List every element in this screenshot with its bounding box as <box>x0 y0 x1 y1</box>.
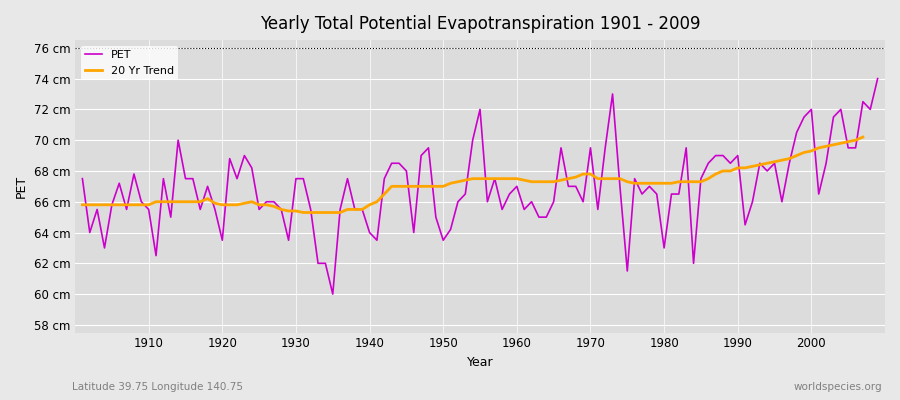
20 Yr Trend <box>814 146 824 150</box>
20 Yr Trend <box>77 202 88 207</box>
Legend: PET, 20 Yr Trend: PET, 20 Yr Trend <box>81 46 178 80</box>
PET <box>518 207 529 212</box>
20 Yr Trend <box>858 135 868 140</box>
Y-axis label: PET: PET <box>15 175 28 198</box>
20 Yr Trend <box>777 158 788 162</box>
Line: PET: PET <box>83 78 878 294</box>
PET <box>349 207 360 212</box>
Text: worldspecies.org: worldspecies.org <box>794 382 882 392</box>
PET <box>298 176 309 181</box>
Text: Latitude 39.75 Longitude 140.75: Latitude 39.75 Longitude 140.75 <box>72 382 243 392</box>
PET <box>872 76 883 81</box>
20 Yr Trend <box>298 210 309 215</box>
PET <box>77 176 88 181</box>
Title: Yearly Total Potential Evapotranspiration 1901 - 2009: Yearly Total Potential Evapotranspiratio… <box>260 15 700 33</box>
PET <box>136 199 147 204</box>
PET <box>511 184 522 189</box>
20 Yr Trend <box>320 210 331 215</box>
Line: 20 Yr Trend: 20 Yr Trend <box>83 137 863 212</box>
PET <box>328 292 338 296</box>
20 Yr Trend <box>636 181 647 186</box>
X-axis label: Year: Year <box>467 356 493 369</box>
20 Yr Trend <box>710 172 721 176</box>
PET <box>608 92 618 96</box>
20 Yr Trend <box>673 179 684 184</box>
